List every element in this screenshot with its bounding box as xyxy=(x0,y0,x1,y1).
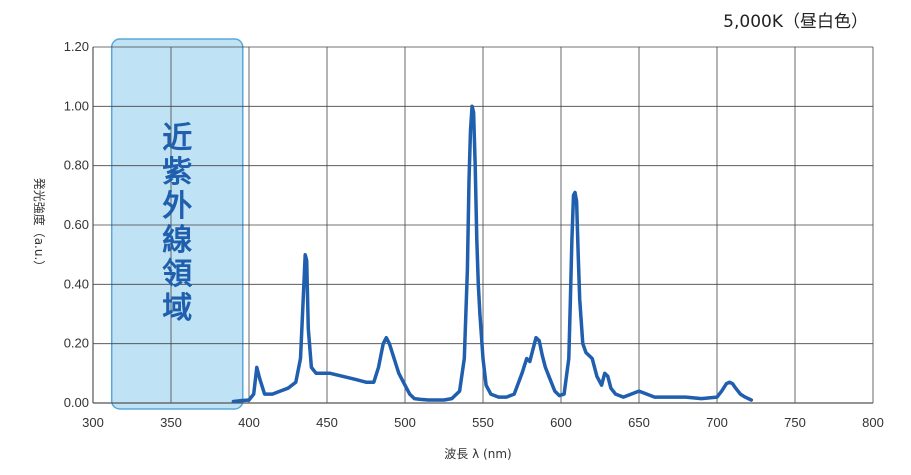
x-tick-label: 500 xyxy=(394,415,416,430)
x-tick-label: 800 xyxy=(862,415,884,430)
region-label-char: 外 xyxy=(162,189,192,224)
x-tick-label: 400 xyxy=(238,415,260,430)
region-label-char: 域 xyxy=(162,291,192,326)
x-tick-label: 650 xyxy=(628,415,650,430)
y-tick-label: 0.60 xyxy=(64,217,89,232)
region-label-char: 紫 xyxy=(162,155,192,190)
y-axis-label: 発光強度（a.u.） xyxy=(32,178,47,273)
y-tick-label: 1.20 xyxy=(64,39,89,54)
spectrum-series-line xyxy=(231,104,754,404)
region-label-char: 近 xyxy=(162,121,192,156)
x-tick-label: 300 xyxy=(82,415,104,430)
y-tick-label: 0.00 xyxy=(64,395,89,410)
x-tick-label: 450 xyxy=(316,415,338,430)
x-tick-label: 350 xyxy=(160,415,182,430)
x-tick-label: 750 xyxy=(784,415,806,430)
region-label-char: 線 xyxy=(162,223,192,258)
y-tick-label: 0.40 xyxy=(64,276,89,291)
x-tick-label: 550 xyxy=(472,415,494,430)
region-label-char: 領 xyxy=(162,257,192,292)
y-tick-label: 0.20 xyxy=(64,336,89,351)
series-layer xyxy=(231,104,754,404)
chart-title: 5,000K（昼白色） xyxy=(723,12,868,32)
x-tick-label: 700 xyxy=(706,415,728,430)
x-axis-label: 波長 λ (nm) xyxy=(444,447,511,461)
near-uv-region xyxy=(110,38,244,410)
x-tick-label: 600 xyxy=(550,415,572,430)
x-axis-ticks: 300 350 400 450 500 550 600 650 700 750 800 xyxy=(82,415,884,430)
y-axis-ticks: 0.00 0.20 0.40 0.60 0.80 1.00 1.20 xyxy=(64,39,89,410)
y-tick-label: 0.80 xyxy=(64,158,89,173)
near-uv-region-box xyxy=(110,38,244,410)
y-tick-label: 1.00 xyxy=(64,98,89,113)
